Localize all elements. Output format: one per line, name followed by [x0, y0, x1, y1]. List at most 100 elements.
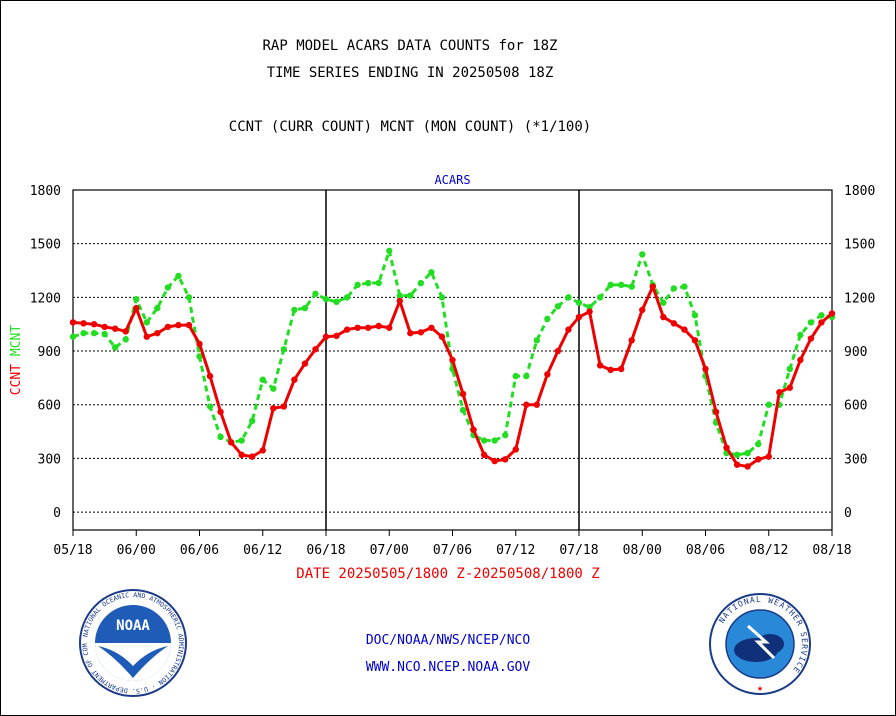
series-line-ccnt — [72, 285, 833, 468]
point-mcnt — [185, 294, 193, 301]
point-ccnt — [133, 304, 140, 312]
y-axis-label-ccnt: CCNT — [9, 356, 24, 395]
point-ccnt — [280, 403, 288, 410]
point-ccnt — [154, 329, 161, 337]
y-tick-label-right: 0 — [844, 506, 852, 521]
point-ccnt — [755, 456, 762, 463]
point-mcnt — [396, 292, 403, 299]
point-ccnt — [301, 360, 309, 367]
point-ccnt — [712, 408, 720, 416]
point-mcnt — [628, 283, 635, 290]
y-tick-label-left: 1800 — [30, 184, 61, 199]
y-tick-label-left: 300 — [38, 452, 61, 467]
point-mcnt — [428, 269, 435, 276]
point-mcnt — [797, 331, 804, 339]
point-mcnt — [681, 283, 688, 290]
point-ccnt — [69, 319, 77, 326]
series-layer — [69, 247, 836, 470]
x-tick-label: 07/18 — [559, 543, 598, 558]
point-ccnt — [797, 356, 804, 364]
point-mcnt — [291, 306, 298, 314]
y-tick-label-right: 300 — [844, 452, 867, 467]
x-tick-label: 07/06 — [433, 543, 472, 558]
point-ccnt — [544, 371, 551, 378]
point-ccnt — [238, 451, 245, 459]
y-tick-label-left: 600 — [38, 399, 61, 414]
point-ccnt — [217, 408, 224, 416]
point-ccnt — [122, 328, 129, 335]
point-mcnt — [249, 417, 256, 425]
y-axis-label: CCNT MCNT — [9, 325, 24, 396]
point-ccnt — [512, 446, 519, 453]
point-mcnt — [333, 298, 340, 306]
footer-org: DOC/NOAA/NWS/NCEP/NCO — [365, 633, 531, 648]
point-ccnt — [586, 308, 593, 315]
point-ccnt — [101, 323, 108, 331]
chart-title-line1: RAP MODEL ACARS DATA COUNTS for 18Z — [262, 38, 558, 54]
point-mcnt — [143, 319, 150, 326]
nws-logo: NATIONAL WEATHER SERVICE ★ — [709, 593, 811, 695]
point-mcnt — [575, 299, 583, 306]
y-tick-label-right: 900 — [844, 345, 867, 360]
point-mcnt — [322, 295, 330, 303]
point-mcnt — [786, 365, 794, 373]
point-ccnt — [670, 320, 678, 327]
point-ccnt — [628, 337, 635, 344]
y-tick-label-right: 1500 — [844, 238, 875, 253]
plot-frame — [72, 189, 833, 531]
footer-url[interactable]: WWW.NCO.NCEP.NOAA.GOV — [365, 660, 531, 675]
point-mcnt — [533, 337, 541, 344]
point-mcnt — [364, 279, 372, 287]
point-ccnt — [206, 372, 214, 380]
point-mcnt — [280, 346, 288, 353]
point-ccnt — [575, 313, 583, 321]
point-mcnt — [818, 312, 825, 319]
point-ccnt — [554, 347, 562, 355]
point-ccnt — [291, 376, 298, 383]
point-mcnt — [111, 344, 119, 351]
point-ccnt — [90, 321, 98, 328]
point-ccnt — [660, 313, 667, 321]
point-mcnt — [670, 285, 678, 292]
point-ccnt — [354, 324, 361, 331]
point-ccnt — [723, 444, 730, 451]
point-mcnt — [80, 329, 87, 337]
point-ccnt — [259, 447, 266, 454]
point-mcnt — [607, 281, 614, 289]
y-tick-label-left: 1500 — [30, 238, 61, 253]
point-ccnt — [364, 324, 372, 331]
point-mcnt — [480, 437, 488, 444]
point-mcnt — [639, 251, 646, 258]
date-range-label: DATE 20250505/1800 Z-20250508/1800 Z — [296, 566, 600, 582]
point-mcnt — [660, 299, 667, 306]
point-ccnt — [270, 405, 277, 412]
point-mcnt — [154, 304, 161, 312]
point-mcnt — [386, 247, 393, 255]
x-tick-label: 08/00 — [623, 543, 662, 558]
point-ccnt — [702, 365, 709, 373]
point-ccnt — [649, 283, 656, 290]
point-ccnt — [818, 319, 825, 326]
point-mcnt — [101, 330, 108, 338]
point-mcnt — [438, 294, 446, 301]
point-mcnt — [596, 294, 604, 301]
y-tick-label-left: 0 — [53, 506, 61, 521]
point-ccnt — [375, 322, 382, 330]
point-ccnt — [227, 439, 235, 446]
point-ccnt — [765, 453, 772, 460]
point-mcnt — [691, 312, 699, 319]
noaa-logo: NOAA NATIONAL OCEANIC AND ATMOSPHERIC AD… — [78, 588, 187, 697]
point-mcnt — [122, 336, 129, 343]
point-ccnt — [449, 356, 456, 364]
point-mcnt — [238, 437, 245, 444]
point-mcnt — [544, 315, 551, 323]
point-ccnt — [428, 324, 435, 331]
y-tick-label-right: 1200 — [844, 291, 875, 306]
x-tick-label: 08/18 — [812, 543, 851, 558]
point-ccnt — [343, 326, 351, 333]
point-ccnt — [533, 401, 541, 408]
point-mcnt — [523, 372, 530, 380]
point-ccnt — [459, 390, 467, 398]
